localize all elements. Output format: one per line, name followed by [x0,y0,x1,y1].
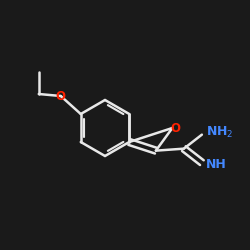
Text: O: O [170,122,180,136]
Text: NH$_2$: NH$_2$ [206,125,233,140]
Text: NH: NH [206,158,227,171]
Text: O: O [56,90,66,102]
